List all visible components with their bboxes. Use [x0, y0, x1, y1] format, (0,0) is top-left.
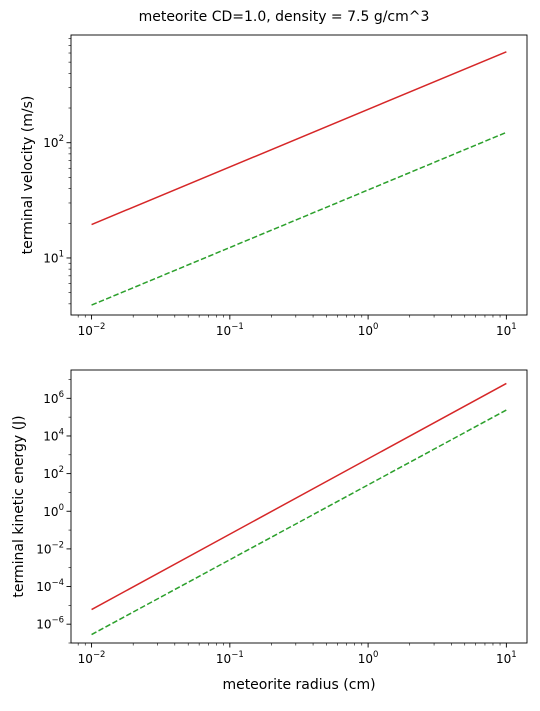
energy-x-axis-label: meteorite radius (cm) [222, 677, 375, 693]
energy-y-tick-label: 10−4 [36, 578, 64, 594]
kinetic-energy-panel: 10−2 10−1 100 101 10−6 10−4 10−2 100 102 104 106 me… [11, 369, 528, 693]
velocity-y-tick-label: 102 [43, 134, 64, 150]
velocity-series-dashed-green-line [91, 131, 507, 306]
energy-x-tick-label: 10−1 [216, 650, 244, 666]
figure-title: meteorite CD=1.0, density = 7.5 g/cm^3 [139, 9, 430, 25]
velocity-axes-frame [70, 34, 528, 316]
energy-y-tick-label: 10−2 [36, 540, 64, 556]
energy-y-tick-label: 102 [43, 465, 64, 481]
energy-y-tick-label: 10−6 [36, 616, 64, 632]
velocity-y-axis-label: terminal velocity (m/s) [20, 96, 36, 255]
energy-x-tick-label: 10−2 [78, 650, 106, 666]
velocity-x-tick-label: 100 [358, 322, 379, 338]
energy-y-tick-label: 106 [43, 390, 64, 406]
energy-axes-frame [70, 369, 528, 644]
energy-y-tick-label: 100 [43, 503, 64, 519]
velocity-y-tick-label: 101 [43, 249, 64, 265]
energy-x-tick-label: 101 [496, 650, 517, 666]
velocity-x-tick-label: 10−2 [78, 322, 106, 338]
energy-series-dashed-green-line [91, 409, 507, 636]
velocity-x-tick-label: 10−1 [216, 322, 244, 338]
energy-y-tick-label: 104 [43, 427, 64, 443]
energy-x-tick-label: 100 [358, 650, 379, 666]
energy-y-axis-label: terminal kinetic energy (J) [11, 415, 27, 597]
velocity-panel: 10−2 10−1 100 101 101 102 terminal velocity (m… [20, 34, 528, 338]
velocity-x-tick-label: 101 [496, 322, 517, 338]
velocity-series-solid-red-line [91, 51, 507, 226]
energy-series-solid-red-line [91, 382, 507, 611]
